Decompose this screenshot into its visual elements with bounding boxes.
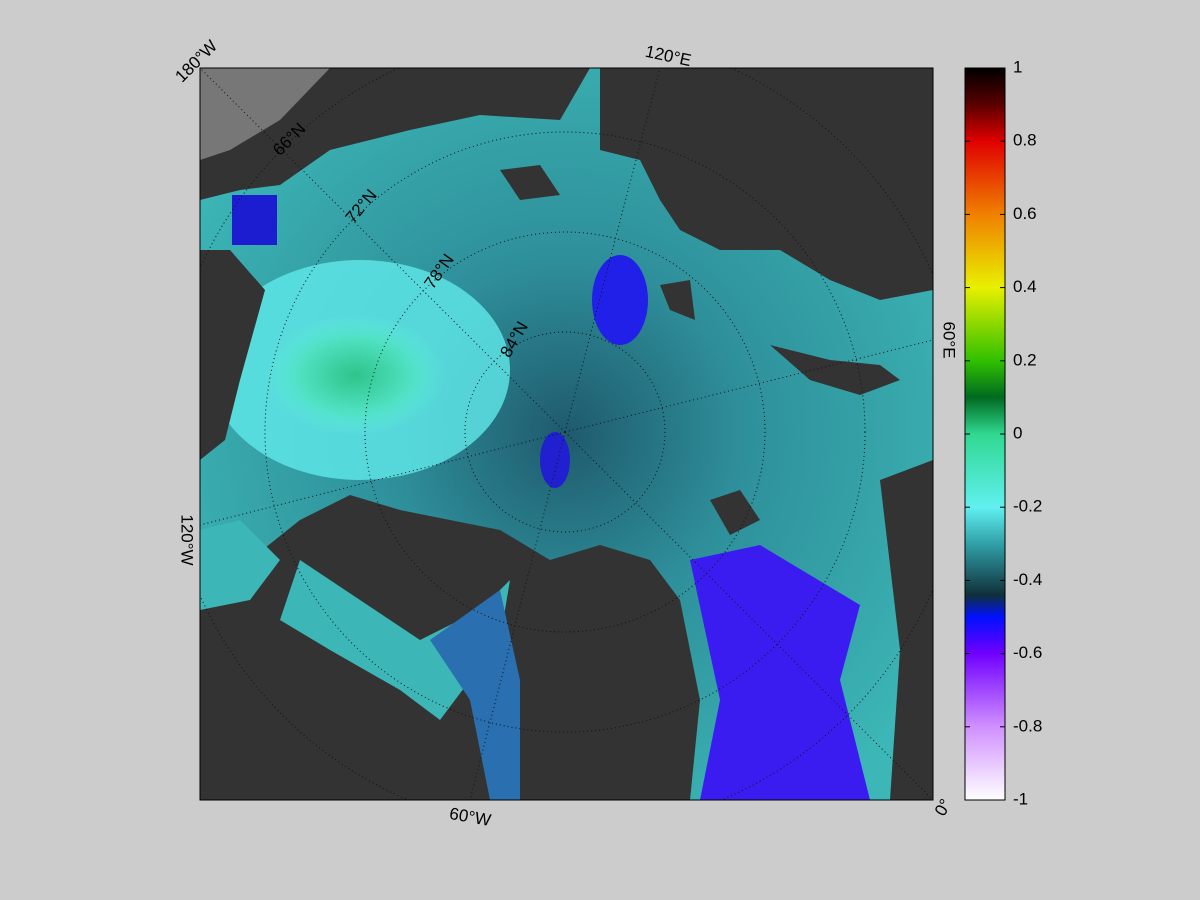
blue-anomaly [232,195,277,245]
meridian-label: 60°E [940,321,959,358]
colorbar-tick-label: 0.8 [1013,131,1037,150]
land [770,345,900,395]
land [600,68,933,300]
meridian-label: 120°W [178,514,197,565]
colorbar-tick-label: -1 [1013,789,1028,808]
land-ice [200,68,330,160]
blue-anomaly [540,432,570,488]
green-anomaly [265,315,445,435]
map-frame [199,67,934,801]
channel [280,560,510,720]
land [500,165,560,200]
colorbar: 1 0.8 0.6 0.4 0.2 0 -0.2 -0.4 -0.6 -0.8 -1 [964,57,1042,808]
colorbar-tick-label: 0.4 [1013,277,1037,296]
baffin-bay [430,590,520,800]
map [200,68,933,800]
land [200,250,265,460]
land [710,490,760,535]
colorbar-tick-label: 0.6 [1013,204,1037,223]
meridian-label: 120°E [643,42,692,70]
colorbar-tick-label: 0 [1013,423,1022,442]
meridian-label: 0° [931,796,956,820]
colorbar-tick-label: -0.2 [1013,497,1042,516]
channel [200,520,280,610]
blue-anomaly [592,255,648,345]
colorbar-tick-label: -0.8 [1013,716,1042,735]
blue-anomaly [690,545,870,800]
land [880,460,933,800]
land [660,280,695,320]
graticule [200,68,933,800]
colorbar-ramp [964,67,1006,801]
colorbar-tick-label: 0.2 [1013,350,1037,369]
colorbar-tick-label: -0.4 [1013,570,1042,589]
meridian-label: 60°W [448,804,492,830]
colorbar-tick-label: 1 [1013,57,1022,76]
colorbar-tick-label: -0.6 [1013,643,1042,662]
